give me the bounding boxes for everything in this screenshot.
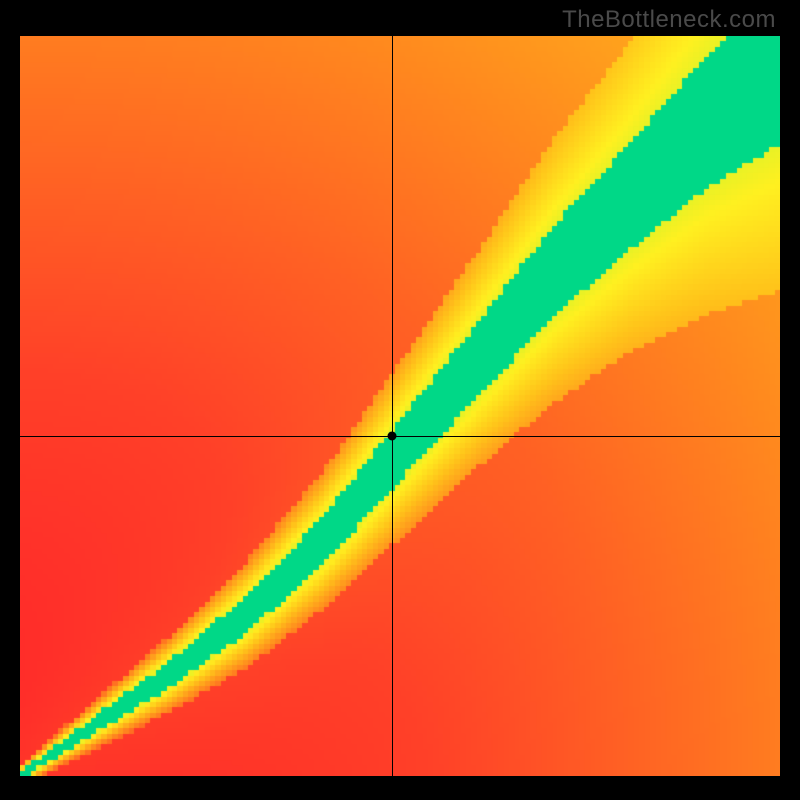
chart-container: { "watermark": "TheBottleneck.com", "lay… <box>0 0 800 800</box>
heatmap-canvas <box>20 36 780 776</box>
heatmap-plot <box>20 36 780 776</box>
watermark-text: TheBottleneck.com <box>562 6 776 34</box>
crosshair-vertical <box>392 36 393 776</box>
crosshair-horizontal <box>20 436 780 437</box>
marker-dot <box>387 431 396 440</box>
